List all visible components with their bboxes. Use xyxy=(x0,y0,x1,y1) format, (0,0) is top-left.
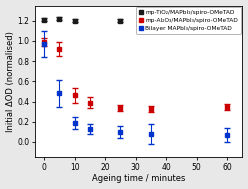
Y-axis label: Initial ΔOD (normalised): Initial ΔOD (normalised) xyxy=(5,31,15,132)
Legend: mp-TiO₂/MAPbI₃/spiro-OMeTAD, mp-Al₂O₃/MAPbI₃/spiro-OMeTAD, Bilayer MAPbI₃/spiro-: mp-TiO₂/MAPbI₃/spiro-OMeTAD, mp-Al₂O₃/MA… xyxy=(136,7,241,34)
X-axis label: Ageing time / minutes: Ageing time / minutes xyxy=(92,174,186,184)
